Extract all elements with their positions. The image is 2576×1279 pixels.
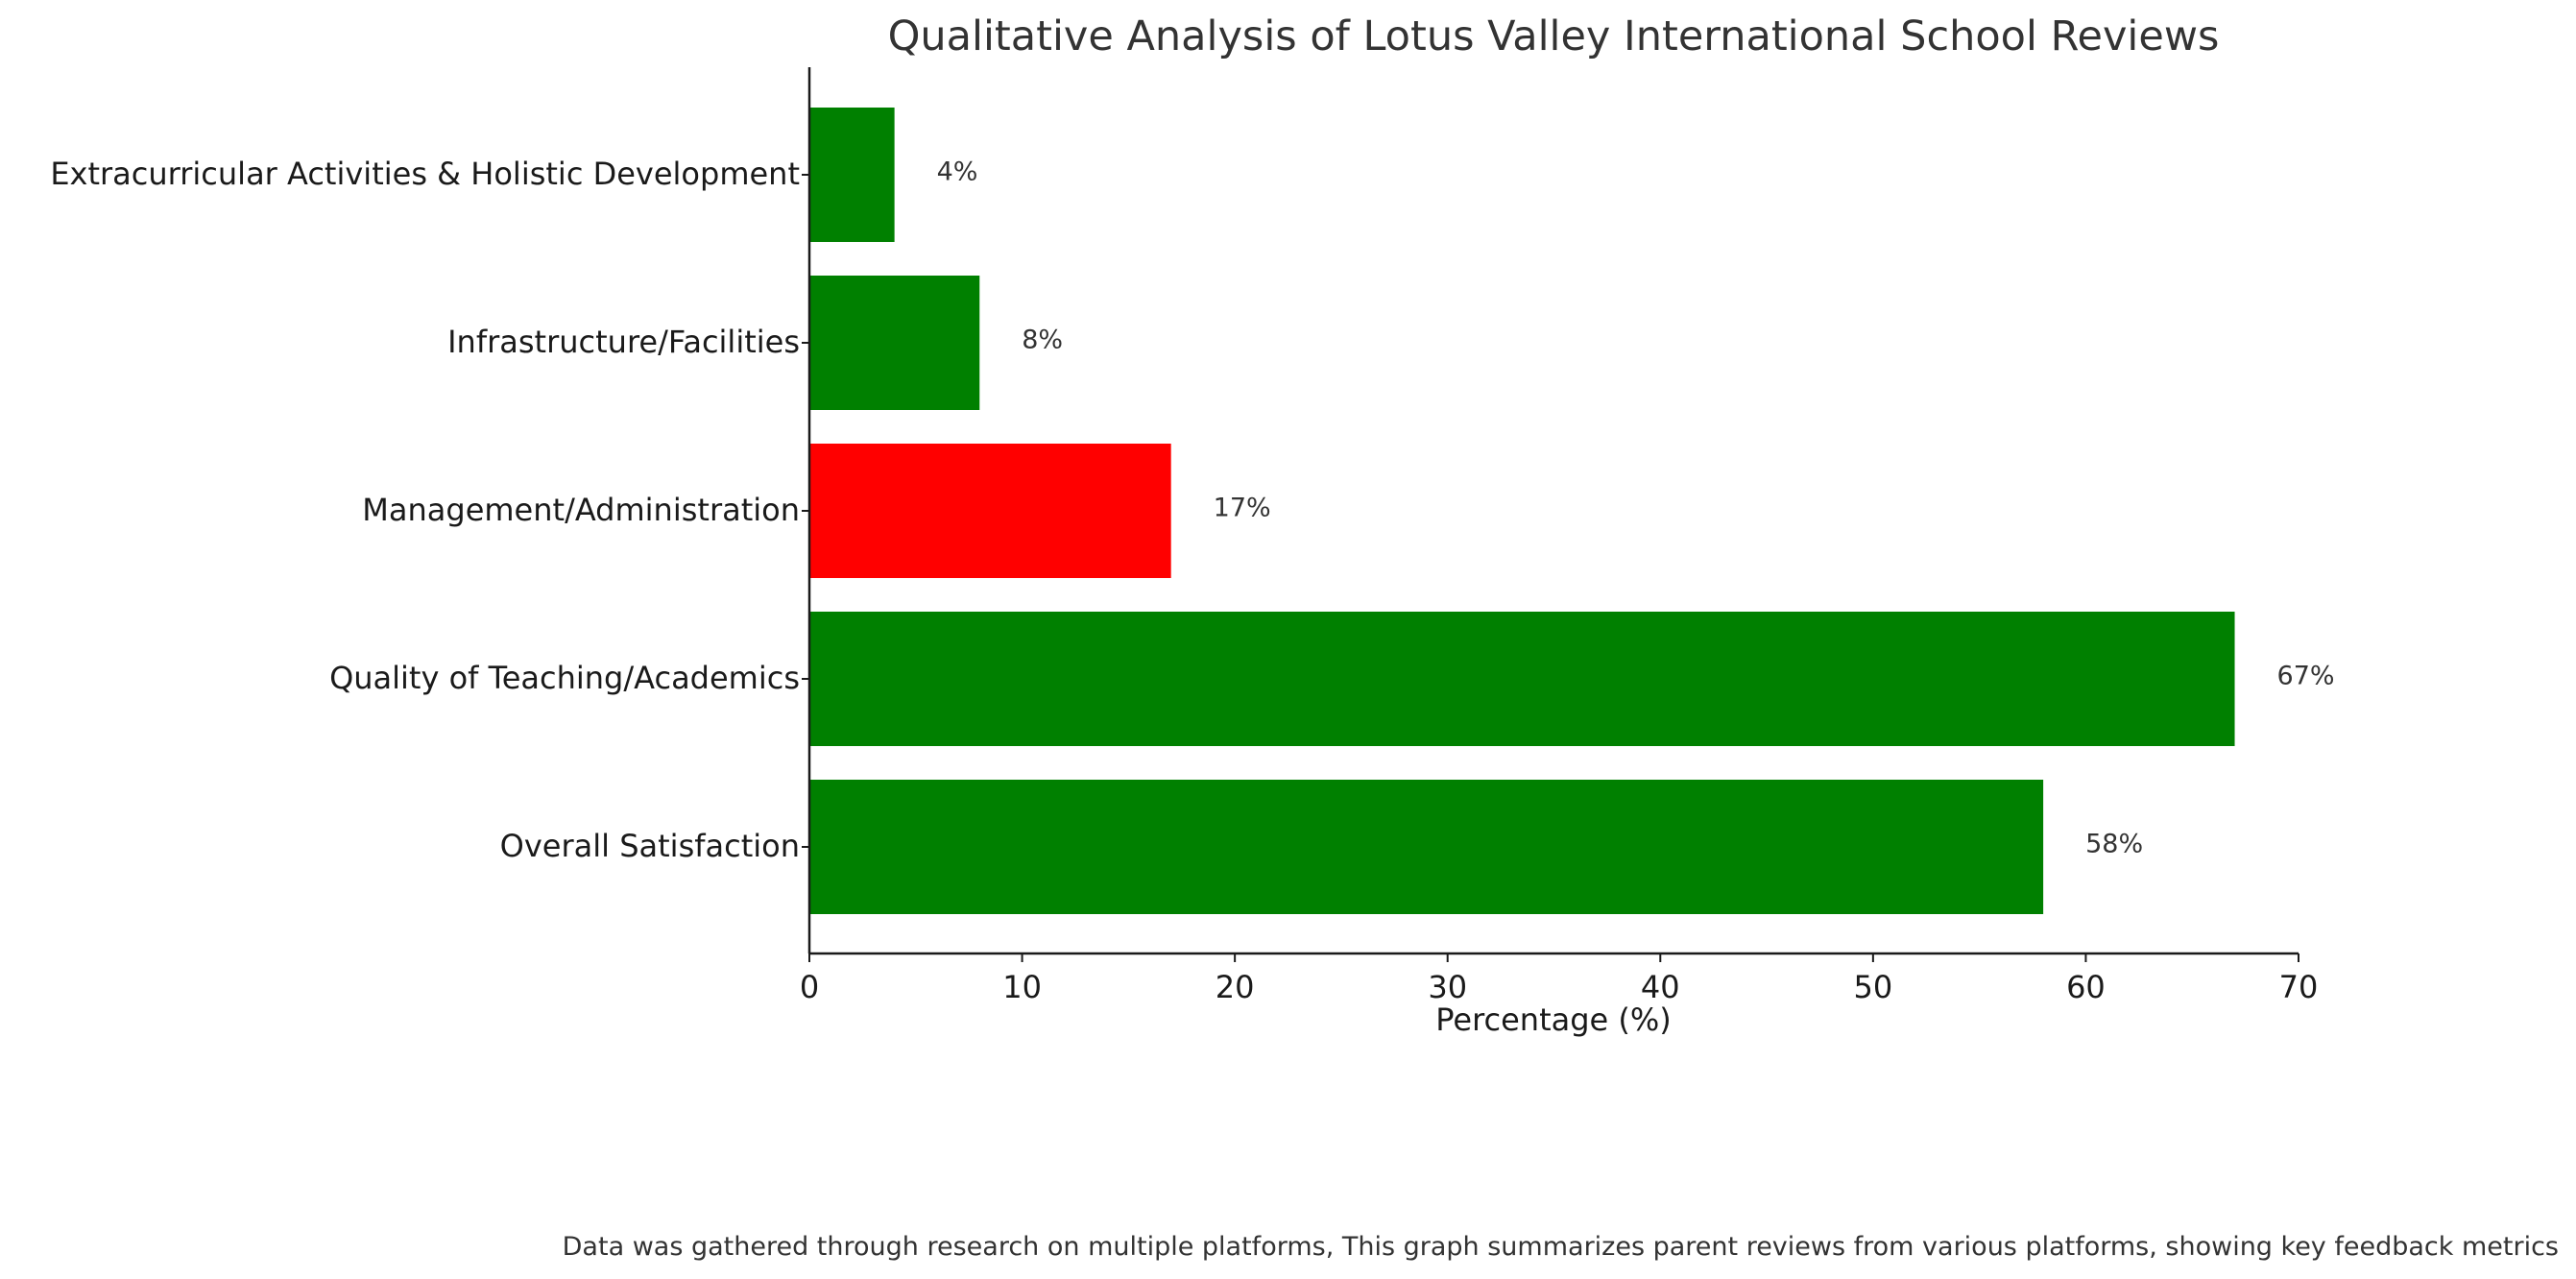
value-label-quality-of-teaching-academics: 67% <box>2277 662 2335 691</box>
footnote: Data was gathered through research on mu… <box>563 1232 2559 1262</box>
x-tick-label-70: 70 <box>2279 969 2319 1005</box>
bars-layer <box>809 108 2235 914</box>
category-label-overall-satisfaction: Overall Satisfaction <box>500 828 800 864</box>
bar-management-administration <box>809 444 1171 578</box>
x-tick-label-50: 50 <box>1853 969 1892 1005</box>
x-tick-label-30: 30 <box>1428 969 1467 1005</box>
bar-quality-of-teaching-academics <box>809 612 2235 746</box>
value-label-extracurricular-activities-holistic-development: 4% <box>937 157 978 187</box>
x-tick-label-60: 60 <box>2066 969 2106 1005</box>
category-label-quality-of-teaching-academics: Quality of Teaching/Academics <box>329 660 800 696</box>
category-labels-layer: Overall Satisfaction Quality of Teaching/… <box>50 156 809 864</box>
bar-overall-satisfaction <box>809 780 2044 914</box>
category-label-management-administration: Management/Administration <box>362 492 800 528</box>
chart-title: Qualitative Analysis of Lotus Valley Int… <box>888 12 2220 60</box>
value-label-infrastructure-facilities: 8% <box>1022 326 1063 355</box>
value-label-management-administration: 17% <box>1214 494 1271 523</box>
x-tick-label-20: 20 <box>1216 969 1255 1005</box>
x-tick-label-10: 10 <box>1002 969 1042 1005</box>
x-tick-label-40: 40 <box>1641 969 1680 1005</box>
bar-extracurricular-activities-holistic-development <box>809 108 895 242</box>
category-label-infrastructure-facilities: Infrastructure/Facilities <box>447 324 800 360</box>
value-label-overall-satisfaction: 58% <box>2085 830 2143 859</box>
value-labels-layer: 58% 67% 17% 8% 4% <box>937 157 2335 859</box>
x-tick-label-0: 0 <box>800 969 819 1005</box>
x-axis-ticks: 0 10 20 30 40 50 60 70 <box>800 953 2319 1005</box>
category-label-extracurricular-activities-holistic-development: Extracurricular Activities & Holistic De… <box>50 156 800 192</box>
bar-infrastructure-facilities <box>809 276 980 410</box>
x-axis-title: Percentage (%) <box>1435 1001 1672 1038</box>
